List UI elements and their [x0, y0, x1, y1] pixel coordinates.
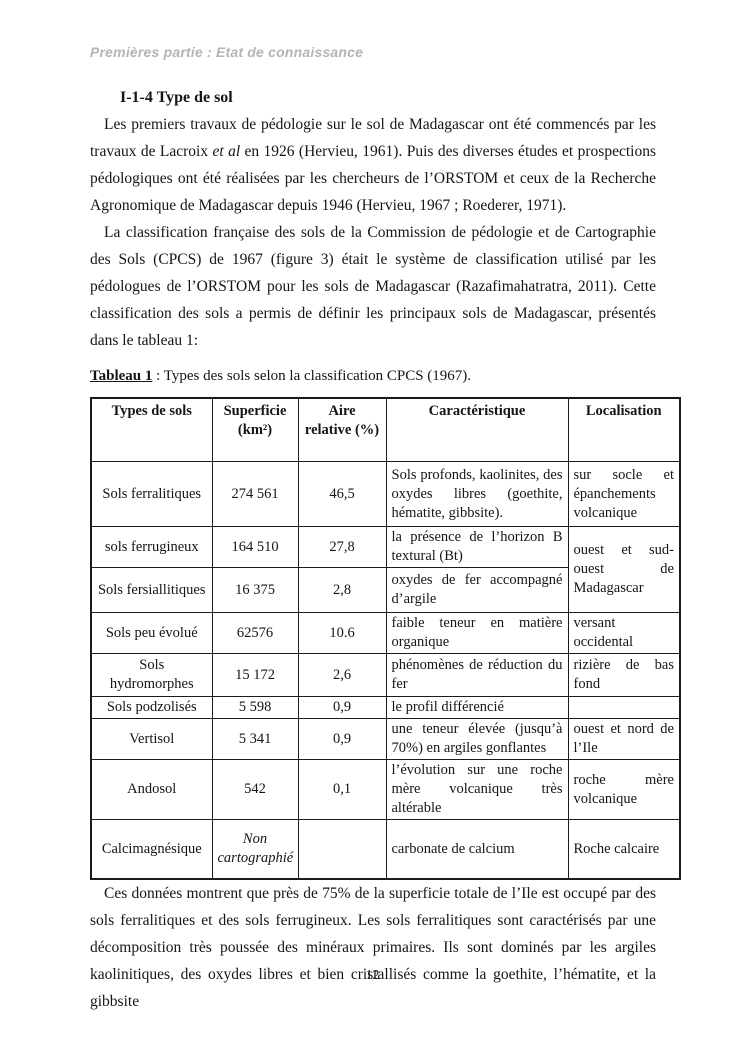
- cell-type: Sols ferralitiques: [90, 461, 213, 527]
- cell-localisation: sur socle et épanchements volcanique: [567, 461, 681, 527]
- running-header: Premières partie : Etat de connaissance: [90, 44, 364, 60]
- table-caption-text: : Types des sols selon la classification…: [152, 368, 472, 384]
- cell-caracteristique: l’évolution sur une roche mère volcaniqu…: [385, 759, 569, 820]
- cell-type: sols ferrugineux: [90, 526, 213, 568]
- cell-type: Sols peu évolué: [90, 612, 213, 654]
- cell-localisation: Roche calcaire: [567, 819, 681, 880]
- cell-caracteristique: oxydes de fer accompagné d’argile: [385, 567, 569, 613]
- table-row: Sols ferralitiques 274 561 46,5 Sols pro…: [90, 461, 681, 527]
- cell-caracteristique: faible teneur en matière organique: [385, 612, 569, 654]
- cell-aire: 0,1: [297, 759, 387, 820]
- cell-superficie: 15 172: [211, 653, 299, 697]
- cell-localisation: rizière de bas fond: [567, 653, 681, 697]
- cell-aire: 10.6: [297, 612, 387, 654]
- cell-caracteristique: la présence de l’horizon B textural (Bt): [385, 526, 569, 568]
- cell-localisation-merged: ouest et sud-ouest de Madagascar: [567, 526, 681, 613]
- paragraph-conclusion: Ces données montrent que près de 75% de …: [90, 885, 656, 1010]
- cell-caracteristique: phénomènes de réduction du fer: [385, 653, 569, 697]
- cell-aire: 2,6: [297, 653, 387, 697]
- cell-localisation: roche mère volcanique: [567, 759, 681, 820]
- cell-caracteristique: carbonate de calcium: [385, 819, 569, 880]
- table-row: Sols hydromorphes 15 172 2,6 phénomènes …: [90, 653, 681, 697]
- col-header-types: Types de sols: [90, 397, 213, 462]
- table-row: Andosol 542 0,1 l’évolution sur une roch…: [90, 759, 681, 820]
- paragraph-intro-rest: en 1926 (Hervieu, 1961). Puis des divers…: [90, 143, 656, 214]
- page-content: I-1-4 Type de sol Les premiers travaux d…: [90, 0, 681, 1015]
- cell-type: Vertisol: [90, 718, 213, 760]
- cell-type: Sols fersiallitiques: [90, 567, 213, 613]
- cell-type: Andosol: [90, 759, 213, 820]
- cell-superficie: 5 341: [211, 718, 299, 760]
- table-caption: Tableau 1 : Types des sols selon la clas…: [90, 365, 656, 387]
- cell-aire: [297, 819, 387, 880]
- cell-localisation: ouest et nord de l’Ile: [567, 718, 681, 760]
- cell-localisation: versant occidental: [567, 612, 681, 654]
- col-header-superficie: Superficie (km²): [211, 397, 299, 462]
- soil-types-table: Types de sols Superficie (km²) Aire rela…: [90, 397, 681, 880]
- cell-aire: 27,8: [297, 526, 387, 568]
- cell-superficie: 164 510: [211, 526, 299, 568]
- table-caption-label: Tableau 1: [90, 368, 153, 384]
- cell-caracteristique: Sols profonds, kaolinites, des oxydes li…: [385, 461, 569, 527]
- table-row: Sols peu évolué 62576 10.6 faible teneur…: [90, 612, 681, 654]
- cell-caracteristique: le profil différencié: [385, 696, 569, 719]
- cell-superficie: 62576: [211, 612, 299, 654]
- col-header-aire: Aire relative (%): [297, 397, 387, 462]
- cell-superficie: 5 598: [211, 696, 299, 719]
- cell-caracteristique: une teneur élevée (jusqu’à 70%) en argil…: [385, 718, 569, 760]
- table-row: Calcimagnésique Non cartographié carbona…: [90, 819, 681, 880]
- paragraph-classification: La classification française des sols de …: [90, 224, 656, 349]
- paragraph-intro-etal: et al: [212, 143, 241, 160]
- page-number: 12: [365, 968, 380, 983]
- cell-aire: 0,9: [297, 696, 387, 719]
- paragraph-intro-text: Les premiers travaux de pédologie sur le…: [90, 116, 656, 160]
- table-row: Vertisol 5 341 0,9 une teneur élevée (ju…: [90, 718, 681, 760]
- cell-aire: 46,5: [297, 461, 387, 527]
- col-header-localisation: Localisation: [567, 397, 681, 462]
- table-row: Sols podzolisés 5 598 0,9 le profil diff…: [90, 696, 681, 719]
- cell-superficie: 274 561: [211, 461, 299, 527]
- paragraph-intro: Les premiers travaux de pédologie sur le…: [90, 111, 656, 219]
- cell-aire: 2,8: [297, 567, 387, 613]
- section-heading: I-1-4 Type de sol: [120, 89, 233, 106]
- cell-superficie: 16 375: [211, 567, 299, 613]
- cell-superficie: 542: [211, 759, 299, 820]
- cell-superficie: Non cartographié: [211, 819, 299, 880]
- col-header-caracteristique: Caractéristique: [385, 397, 569, 462]
- table-header-row: Types de sols Superficie (km²) Aire rela…: [90, 397, 681, 462]
- cell-aire: 0,9: [297, 718, 387, 760]
- table-row: sols ferrugineux 164 510 27,8 la présenc…: [90, 526, 681, 613]
- cell-type: Sols hydromorphes: [90, 653, 213, 697]
- cell-localisation: [567, 696, 681, 719]
- cell-type: Sols podzolisés: [90, 696, 213, 719]
- cell-type: Calcimagnésique: [90, 819, 213, 880]
